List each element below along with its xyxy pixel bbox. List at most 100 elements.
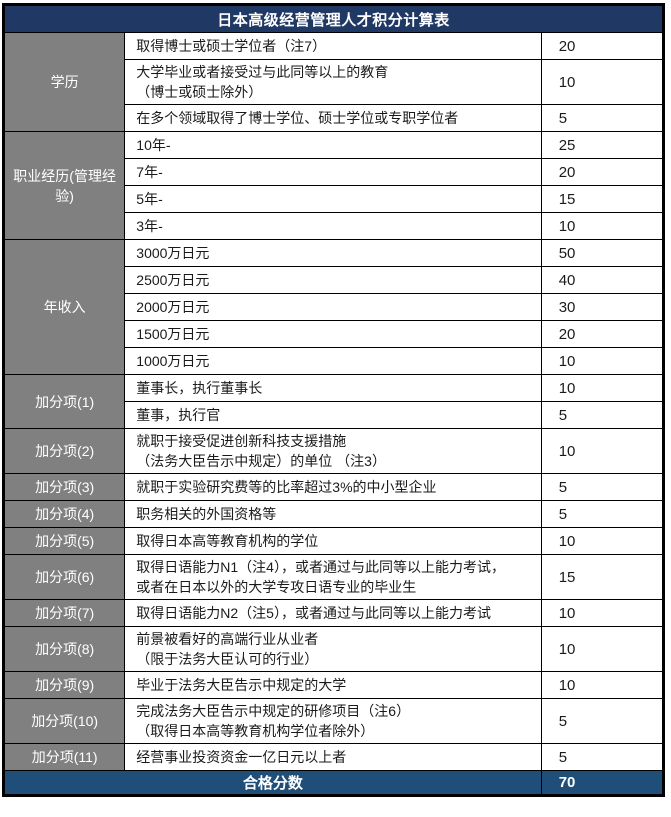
criteria-line: （法务大臣告示中规定）的单位 （注3） xyxy=(136,453,386,469)
score-cell: 10 xyxy=(540,59,665,105)
page-title: 日本高级经营管理人才积分计算表 xyxy=(3,4,664,33)
table-row: 5年- 15 xyxy=(4,185,665,213)
category-cell: 加分项(4) xyxy=(2,500,126,528)
category-cell: 学历 xyxy=(2,32,126,132)
category-cell: 加分项(11) xyxy=(2,743,126,771)
score-cell: 15 xyxy=(540,185,665,213)
criteria-line: （取得日本高等教育机构学位者除外） xyxy=(136,723,375,739)
criteria-cell: 3000万日元 xyxy=(124,239,542,267)
table-row: 加分项(11) 经营事业投资资金一亿日元以上者 5 xyxy=(2,743,665,771)
table-row: 大学毕业或者接受过与此同等以上的教育 （博士或硕士除外） 10 xyxy=(4,59,665,105)
category-cell: 加分项(8) xyxy=(2,626,126,672)
category-cell: 加分项(5) xyxy=(2,527,126,555)
criteria-cell: 取得日本高等教育机构的学位 xyxy=(124,527,542,555)
criteria-line: 1500万日元 xyxy=(136,326,210,342)
passing-score-row: 合格分数 70 xyxy=(3,770,665,796)
score-cell: 10 xyxy=(540,374,665,402)
criteria-cell: 就职于接受促进创新科技支援措施 （法务大臣告示中规定）的单位 （注3） xyxy=(124,428,542,474)
criteria-cell: 经营事业投资资金一亿日元以上者 xyxy=(124,743,542,771)
category-cell: 职业经历(管理经验) xyxy=(2,131,126,240)
table-row: 加分项(8) 前景被看好的高端行业从业者 （限于法务大臣认可的行业） 10 xyxy=(2,626,665,672)
criteria-line: （限于法务大臣认可的行业） xyxy=(136,651,319,667)
criteria-line: 10年- xyxy=(136,137,171,153)
criteria-line: 2000万日元 xyxy=(136,299,210,315)
score-cell: 5 xyxy=(540,743,665,771)
category-cell: 加分项(9) xyxy=(2,671,126,699)
table-row: 7年- 20 xyxy=(4,158,665,186)
criteria-cell: 1000万日元 xyxy=(124,347,542,375)
criteria-cell: 5年- xyxy=(124,185,542,213)
score-cell: 5 xyxy=(540,104,665,132)
table-row: 1000万日元 10 xyxy=(4,347,665,375)
criteria-cell: 7年- xyxy=(124,158,542,186)
criteria-line: 董事长，执行董事长 xyxy=(136,380,263,396)
table-row: 在多个领域取得了博士学位、硕士学位或专职学位者 5 xyxy=(4,104,665,132)
criteria-cell: 10年- xyxy=(124,131,542,159)
criteria-cell: 取得博士或硕士学位者（注7） xyxy=(124,32,542,60)
criteria-cell: 2500万日元 xyxy=(124,266,542,294)
category-cell: 加分项(6) xyxy=(2,554,126,600)
score-cell: 10 xyxy=(540,347,665,375)
table-row: 1500万日元 20 xyxy=(4,320,665,348)
score-cell: 5 xyxy=(540,473,665,501)
score-cell: 40 xyxy=(540,266,665,294)
criteria-cell: 1500万日元 xyxy=(124,320,542,348)
table-row: 加分项(10) 完成法务大臣告示中规定的研修项目（注6） （取得日本高等教育机构学位… xyxy=(2,698,665,744)
criteria-line: 毕业于法务大臣告示中规定的大学 xyxy=(136,677,347,693)
table-row: 职业经历(管理经验) 10年- 25 xyxy=(2,131,665,240)
criteria-line: 董事，执行官 xyxy=(136,407,221,423)
table-row: 董事，执行官 5 xyxy=(4,401,665,429)
table-row: 加分项(3) 就职于实验研究费等的比率超过3%的中小型企业 5 xyxy=(2,473,665,501)
criteria-line: 职务相关的外国资格等 xyxy=(136,506,277,522)
score-cell: 20 xyxy=(540,32,665,60)
criteria-line: 1000万日元 xyxy=(136,353,210,369)
points-calculation-table: 日本高级经营管理人才积分计算表 学历 取得博士或硕士学位者（注7） 20 大学毕业或者… xyxy=(2,3,665,797)
category-cell: 加分项(3) xyxy=(2,473,126,501)
criteria-cell: 在多个领域取得了博士学位、硕士学位或专职学位者 xyxy=(124,104,542,132)
criteria-line: 在多个领域取得了博士学位、硕士学位或专职学位者 xyxy=(136,110,459,126)
category-cell: 加分项(2) xyxy=(2,428,126,474)
category-cell: 加分项(1) xyxy=(2,374,126,429)
criteria-line: 或者在日本以外的大学专攻日语专业的毕业生 xyxy=(136,579,417,595)
table-row: 加分项(5) 取得日本高等教育机构的学位 10 xyxy=(2,527,665,555)
score-cell: 10 xyxy=(540,626,665,672)
score-cell: 5 xyxy=(540,698,665,744)
score-cell: 20 xyxy=(540,320,665,348)
criteria-cell: 前景被看好的高端行业从业者 （限于法务大臣认可的行业） xyxy=(124,626,542,672)
score-cell: 50 xyxy=(540,239,665,267)
score-cell: 20 xyxy=(540,158,665,186)
criteria-line: 取得日本高等教育机构的学位 xyxy=(136,533,319,549)
criteria-cell: 董事长，执行董事长 xyxy=(124,374,542,402)
criteria-line: 取得日语能力N2（注5），或者通过与此同等以上能力考试 xyxy=(136,605,491,621)
table-row: 2000万日元 30 xyxy=(4,293,665,321)
table-row: 加分项(4) 职务相关的外国资格等 5 xyxy=(2,500,665,528)
score-cell: 30 xyxy=(540,293,665,321)
score-cell: 10 xyxy=(540,212,665,240)
table-row: 加分项(6) 取得日语能力N1（注4），或者通过与此同等以上能力考试， 或者在日本以… xyxy=(2,554,665,600)
category-cell: 加分项(10) xyxy=(2,698,126,744)
table-body: 学历 取得博士或硕士学位者（注7） 20 大学毕业或者接受过与此同等以上的教育 （博士或… xyxy=(2,32,665,771)
criteria-cell: 大学毕业或者接受过与此同等以上的教育 （博士或硕士除外） xyxy=(124,59,542,105)
category-cell: 年收入 xyxy=(2,239,126,375)
criteria-line: （博士或硕士除外） xyxy=(136,84,263,100)
table-row: 加分项(1) 董事长，执行董事长 10 xyxy=(2,374,665,429)
score-cell: 15 xyxy=(540,554,665,600)
score-cell: 5 xyxy=(540,500,665,528)
criteria-line: 取得日语能力N1（注4），或者通过与此同等以上能力考试， xyxy=(136,559,505,575)
criteria-cell: 完成法务大臣告示中规定的研修项目（注6） （取得日本高等教育机构学位者除外） xyxy=(124,698,542,744)
criteria-line: 就职于接受促进创新科技支援措施 xyxy=(136,433,347,449)
criteria-cell: 就职于实验研究费等的比率超过3%的中小型企业 xyxy=(124,473,542,501)
score-cell: 10 xyxy=(540,527,665,555)
table-row: 加分项(2) 就职于接受促进创新科技支援措施 （法务大臣告示中规定）的单位 （注3）… xyxy=(2,428,665,474)
score-cell: 10 xyxy=(540,671,665,699)
criteria-cell: 毕业于法务大臣告示中规定的大学 xyxy=(124,671,542,699)
score-cell: 5 xyxy=(540,401,665,429)
passing-score-value: 70 xyxy=(540,770,665,796)
category-cell: 加分项(7) xyxy=(2,599,126,627)
criteria-cell: 职务相关的外国资格等 xyxy=(124,500,542,528)
passing-score-label: 合格分数 xyxy=(3,770,542,796)
criteria-line: 前景被看好的高端行业从业者 xyxy=(136,631,319,647)
criteria-line: 完成法务大臣告示中规定的研修项目（注6） xyxy=(136,703,411,719)
criteria-cell: 取得日语能力N1（注4），或者通过与此同等以上能力考试， 或者在日本以外的大学专攻… xyxy=(124,554,542,600)
